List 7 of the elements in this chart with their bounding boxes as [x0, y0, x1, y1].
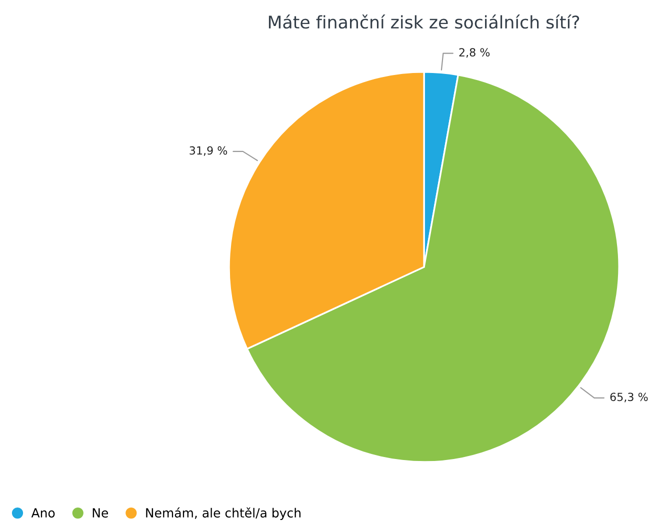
data-label: 65,3 % — [610, 392, 648, 402]
chart-title: Máte finanční zisk ze sociálních sítí? — [268, 14, 580, 29]
legend-label: Ano — [31, 508, 55, 518]
legend-label: Nemám, ale chtěl/a bych — [146, 507, 300, 520]
data-label: 31,9 % — [190, 146, 228, 156]
data-label: 2,8 % — [459, 48, 490, 58]
legend-label: Ne — [92, 508, 108, 518]
